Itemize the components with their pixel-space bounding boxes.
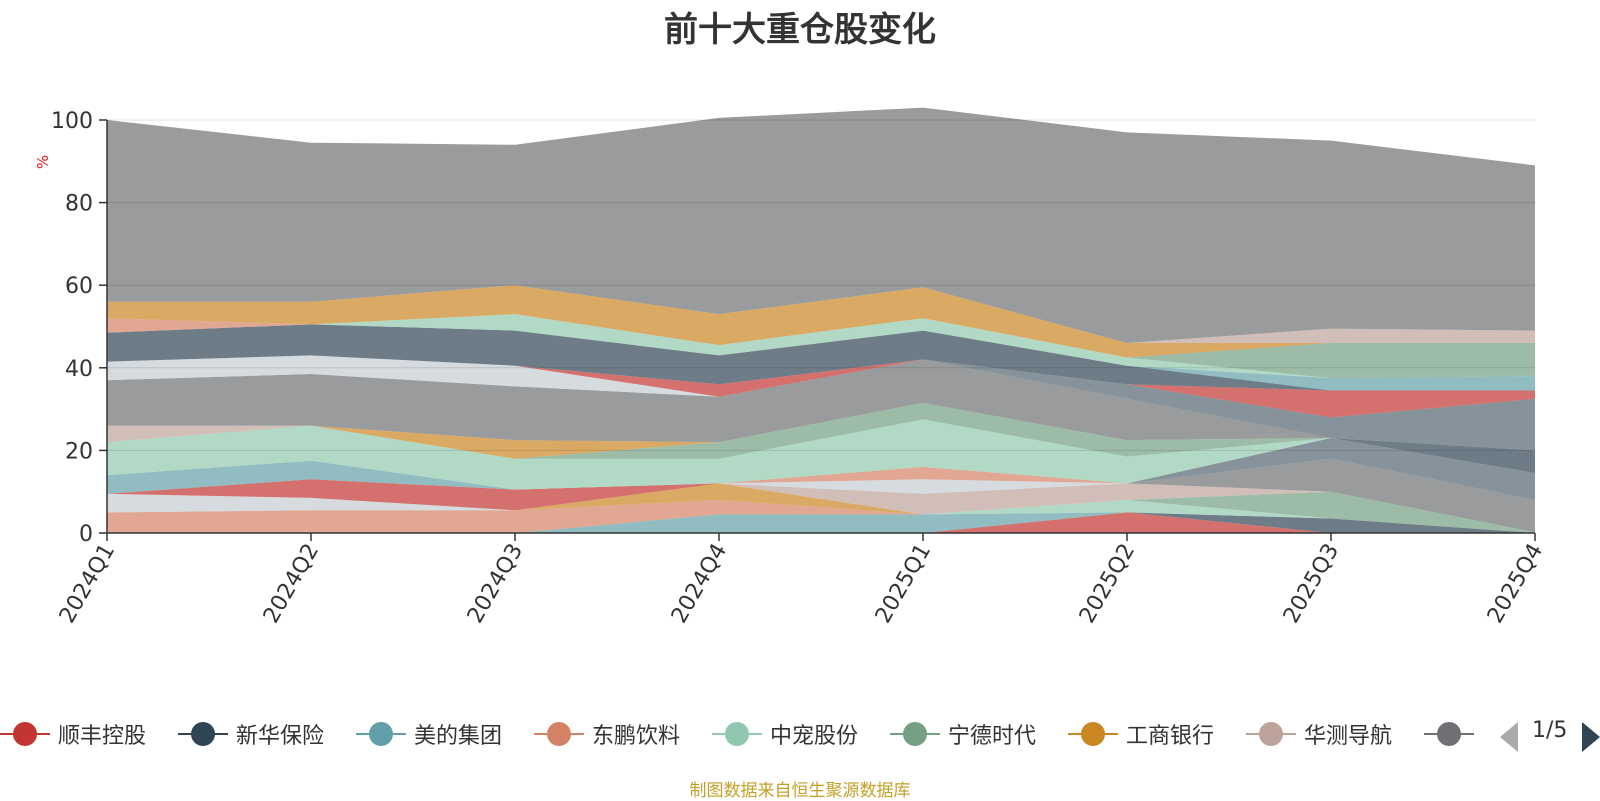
y-tick-label: 100 bbox=[51, 109, 93, 134]
y-tick-label: 40 bbox=[65, 357, 93, 382]
circle-marker-icon bbox=[1068, 712, 1118, 756]
grid-lines bbox=[107, 119, 1535, 451]
y-tick-label: 80 bbox=[65, 192, 93, 217]
legend-page-indicator: 1/5 bbox=[1532, 718, 1568, 743]
area-series-紫金矿业[interactable] bbox=[107, 438, 1535, 513]
legend-item[interactable]: 顺丰控股 bbox=[0, 712, 146, 756]
circle-marker-icon bbox=[712, 712, 762, 756]
area-series-长江电力[interactable] bbox=[107, 402, 1535, 459]
legend-item[interactable]: 新华保险 bbox=[178, 712, 324, 756]
legend-item[interactable]: 中宠股份 bbox=[712, 712, 858, 756]
area-series-万华化学[interactable] bbox=[107, 324, 1535, 391]
circle-marker-icon bbox=[534, 712, 584, 756]
legend-label: 中宠股份 bbox=[770, 724, 859, 749]
area-series-中国神华[interactable] bbox=[107, 324, 1535, 391]
area-series-五粮液[interactable] bbox=[107, 359, 1535, 451]
area-series-海尔智家[interactable] bbox=[107, 438, 1535, 490]
legend-label: 工商银行 bbox=[1126, 724, 1215, 749]
legend-pager: 1/5 bbox=[1500, 712, 1600, 756]
triangle-left-icon[interactable] bbox=[1500, 722, 1518, 752]
area-series-宁德时代[interactable] bbox=[107, 491, 1535, 533]
circle-marker-icon bbox=[1246, 712, 1296, 756]
y-tick-label: 20 bbox=[65, 439, 93, 464]
legend-label: 东鹏饮料 bbox=[592, 724, 681, 749]
x-tick-label: 2024Q3 bbox=[463, 540, 528, 628]
x-tick-label: 2024Q4 bbox=[667, 540, 732, 628]
area-series-招商轮船[interactable] bbox=[107, 318, 1535, 379]
triangle-right-icon[interactable] bbox=[1582, 722, 1600, 752]
area-series-中国平安[interactable] bbox=[107, 419, 1535, 490]
area-series-中宠股份[interactable] bbox=[107, 500, 1535, 533]
legend-item[interactable]: 美的集团 bbox=[356, 712, 502, 756]
y-axis-label: % bbox=[34, 155, 52, 169]
area-series-立讯精密[interactable] bbox=[107, 314, 1535, 379]
y-tick-label: 60 bbox=[65, 274, 93, 299]
circle-marker-icon bbox=[0, 712, 50, 756]
circle-marker-icon bbox=[356, 712, 406, 756]
x-tick-label: 2025Q4 bbox=[1483, 540, 1548, 628]
y-tick-label: 0 bbox=[79, 522, 93, 547]
x-tick-label: 2024Q1 bbox=[55, 540, 120, 628]
x-tick-label: 2024Q2 bbox=[259, 540, 324, 628]
circle-marker-icon bbox=[1424, 712, 1474, 756]
legend-item[interactable]: 东鹏饮料 bbox=[534, 712, 680, 756]
area-series-格力电器[interactable] bbox=[107, 402, 1535, 459]
circle-marker-icon bbox=[178, 712, 228, 756]
area-series-顺丰控股[interactable] bbox=[107, 512, 1535, 533]
legend-item[interactable]: 工商银行 bbox=[1068, 712, 1214, 756]
legend-label: 宁德时代 bbox=[948, 724, 1037, 749]
x-tick-label: 2025Q1 bbox=[871, 540, 936, 628]
area-series-美的集团[interactable] bbox=[107, 512, 1535, 533]
legend-item[interactable]: 华测导航 bbox=[1246, 712, 1392, 756]
legend-items: 顺丰控股 新华保险 美的集团 东鹏饮料 中宠股份 宁德时代 工商银行 华测导航 汇 bbox=[0, 712, 1482, 756]
legend-label: 华测导航 bbox=[1304, 724, 1393, 749]
area-series-东方财富[interactable] bbox=[107, 285, 1535, 358]
legend-label: 新华保险 bbox=[236, 724, 325, 749]
chart-title: 前十大重仓股变化 bbox=[664, 10, 936, 50]
legend-label: 顺丰控股 bbox=[58, 724, 147, 749]
x-tick-label: 2025Q3 bbox=[1279, 540, 1344, 628]
x-tick-label: 2025Q2 bbox=[1075, 540, 1140, 628]
area-series-其他[interactable] bbox=[107, 107, 1535, 343]
legend-item[interactable]: 宁德时代 bbox=[890, 712, 1036, 756]
area-series-海天味业[interactable] bbox=[107, 285, 1535, 343]
area-series-东鹏饮料[interactable] bbox=[107, 500, 1535, 533]
area-series-迈瑞医疗[interactable] bbox=[107, 355, 1535, 418]
area-series-比亚迪[interactable] bbox=[107, 359, 1535, 451]
legend: 顺丰控股 新华保险 美的集团 东鹏饮料 中宠股份 宁德时代 工商银行 华测导航 汇 1/5 bbox=[0, 712, 1600, 756]
chart-canvas: 0 20 40 60 80 100 2024Q1 2024Q2 2024Q3 2024Q4 2025… bbox=[34, 107, 1548, 628]
area-series-layer bbox=[107, 107, 1535, 533]
area-series-华测导航[interactable] bbox=[107, 483, 1535, 533]
legend-item[interactable]: 汇 bbox=[1424, 712, 1482, 756]
area-series-北方华创[interactable] bbox=[107, 355, 1535, 418]
circle-marker-icon bbox=[890, 712, 940, 756]
area-series-宁波银行[interactable] bbox=[107, 438, 1535, 494]
area-series-新华保险[interactable] bbox=[107, 512, 1535, 533]
legend-label: 美的集团 bbox=[414, 724, 503, 749]
area-series-招商银行[interactable] bbox=[107, 438, 1535, 511]
source-note: 制图数据来自恒生聚源数据库 bbox=[689, 781, 911, 801]
